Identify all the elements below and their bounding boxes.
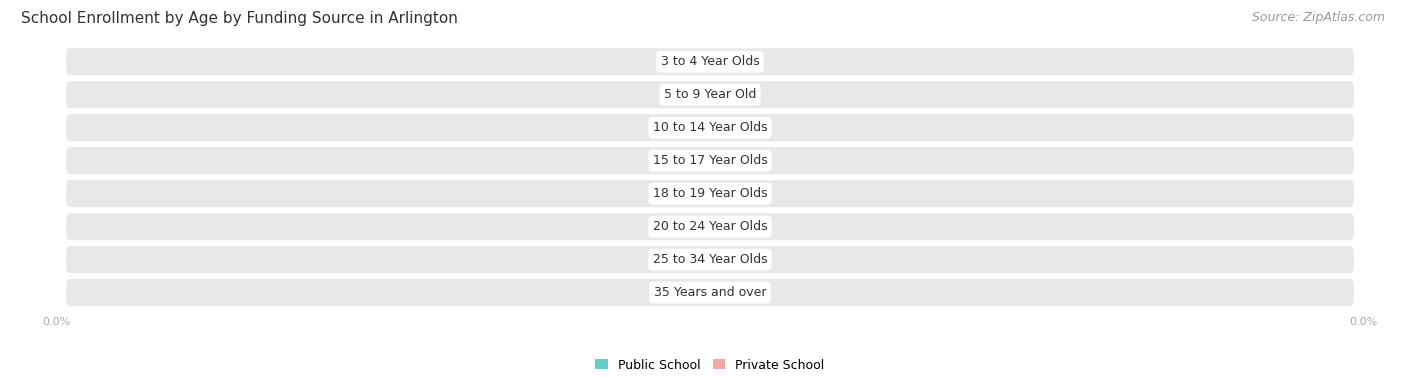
FancyBboxPatch shape [66,48,1354,75]
FancyBboxPatch shape [710,150,759,171]
Text: 3 to 4 Year Olds: 3 to 4 Year Olds [661,55,759,68]
Text: 20 to 24 Year Olds: 20 to 24 Year Olds [652,220,768,233]
Text: 0.0%: 0.0% [720,57,749,67]
FancyBboxPatch shape [66,213,1354,240]
Text: 5 to 9 Year Old: 5 to 9 Year Old [664,88,756,101]
Text: 15 to 17 Year Olds: 15 to 17 Year Olds [652,154,768,167]
FancyBboxPatch shape [710,250,759,270]
Text: 0.0%: 0.0% [671,57,700,67]
FancyBboxPatch shape [66,279,1354,306]
Legend: Public School, Private School: Public School, Private School [591,354,830,377]
Text: 0.0%: 0.0% [671,254,700,265]
FancyBboxPatch shape [661,282,710,303]
Text: 10 to 14 Year Olds: 10 to 14 Year Olds [652,121,768,134]
FancyBboxPatch shape [710,84,759,105]
Text: 0.0%: 0.0% [671,188,700,199]
FancyBboxPatch shape [66,246,1354,273]
FancyBboxPatch shape [710,216,759,237]
Text: 0.0%: 0.0% [720,123,749,133]
FancyBboxPatch shape [710,282,759,303]
Text: School Enrollment by Age by Funding Source in Arlington: School Enrollment by Age by Funding Sour… [21,11,458,26]
Text: 0.0%: 0.0% [720,288,749,298]
FancyBboxPatch shape [66,81,1354,108]
FancyBboxPatch shape [661,52,710,72]
Text: Source: ZipAtlas.com: Source: ZipAtlas.com [1251,11,1385,24]
Text: 0.0%: 0.0% [671,90,700,100]
Text: 25 to 34 Year Olds: 25 to 34 Year Olds [652,253,768,266]
FancyBboxPatch shape [661,250,710,270]
FancyBboxPatch shape [710,52,759,72]
FancyBboxPatch shape [661,150,710,171]
Text: 35 Years and over: 35 Years and over [654,286,766,299]
Text: 0.0%: 0.0% [671,222,700,232]
Text: 0.0%: 0.0% [720,222,749,232]
FancyBboxPatch shape [661,216,710,237]
Text: 0.0%: 0.0% [671,156,700,166]
FancyBboxPatch shape [66,180,1354,207]
FancyBboxPatch shape [66,147,1354,174]
FancyBboxPatch shape [66,114,1354,141]
Text: 0.0%: 0.0% [671,123,700,133]
Text: 18 to 19 Year Olds: 18 to 19 Year Olds [652,187,768,200]
FancyBboxPatch shape [710,184,759,204]
FancyBboxPatch shape [661,184,710,204]
Text: 0.0%: 0.0% [671,288,700,298]
FancyBboxPatch shape [710,118,759,138]
Text: 0.0%: 0.0% [720,254,749,265]
FancyBboxPatch shape [661,84,710,105]
Text: 0.0%: 0.0% [720,90,749,100]
Text: 0.0%: 0.0% [720,188,749,199]
FancyBboxPatch shape [661,118,710,138]
Text: 0.0%: 0.0% [720,156,749,166]
